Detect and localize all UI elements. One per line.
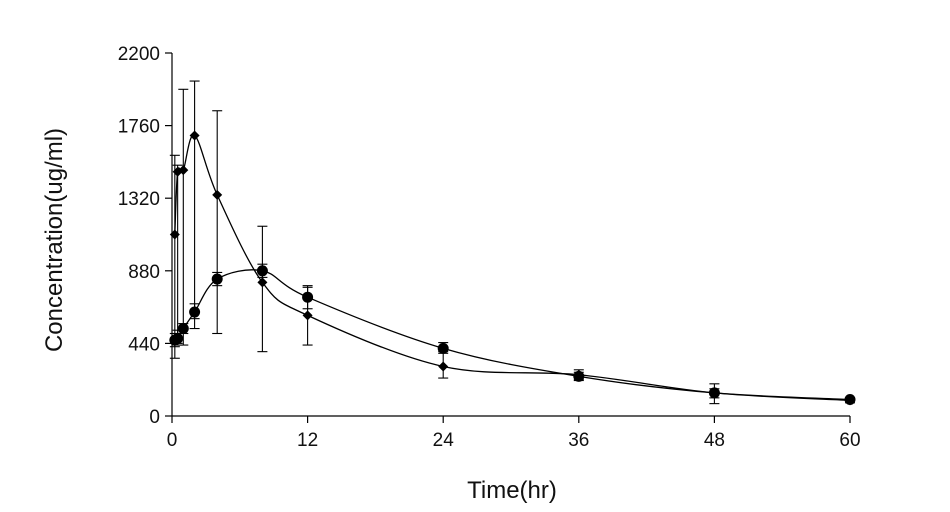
- series-1-point: [169, 229, 180, 240]
- y-tick-label: 1760: [118, 117, 160, 138]
- series-1-point: [257, 277, 268, 288]
- y-tick-label: 1320: [118, 189, 160, 210]
- data-markers: [169, 130, 856, 406]
- series-2-point: [844, 394, 856, 405]
- y-tick-label: 440: [128, 334, 160, 355]
- x-tick-label: 36: [568, 430, 589, 451]
- series-1-point: [212, 189, 223, 200]
- y-tick-label: 0: [149, 407, 160, 428]
- y-tick-label: 880: [128, 262, 160, 283]
- series-1-error-bar: [212, 110, 223, 335]
- series-curves: [174, 134, 851, 401]
- x-tick-label: 48: [704, 430, 725, 451]
- series-1-error-bar: [178, 88, 189, 346]
- x-tick-label: 60: [839, 430, 860, 451]
- series-2-point: [708, 387, 720, 399]
- series-1-point: [438, 361, 449, 372]
- y-axis-title: Concentration(ug/ml): [41, 128, 68, 352]
- series-2-point: [211, 273, 223, 285]
- error-bars: [169, 80, 855, 405]
- series-2-point: [256, 265, 268, 277]
- series-1-error-bar: [172, 164, 183, 344]
- series-2-point: [302, 291, 314, 303]
- series-2-line: [174, 269, 851, 401]
- series-1-error-bar: [257, 225, 268, 353]
- series-1-point: [302, 310, 313, 321]
- series-1-point: [178, 165, 189, 176]
- series-1-error-bar: [169, 154, 180, 359]
- series-1-point: [189, 130, 200, 141]
- series-2-point: [177, 323, 189, 335]
- x-tick-label: 24: [433, 430, 455, 451]
- tick-labels: 0 12 24 36 48 60 0 440 880 1320 1760 2200: [118, 44, 861, 451]
- x-tick-label: 12: [297, 430, 318, 451]
- x-tick-label: 0: [167, 430, 178, 451]
- chart-axes: [165, 52, 851, 423]
- series-2-point: [189, 306, 201, 318]
- series-1-error-bar: [189, 80, 200, 330]
- y-tick-label: 2200: [118, 44, 160, 65]
- series-1-line: [174, 134, 851, 401]
- series-2-point: [573, 370, 585, 382]
- x-axis-title: Time(hr): [467, 477, 557, 504]
- series-2-point: [437, 342, 449, 354]
- series-2-point: [172, 332, 184, 344]
